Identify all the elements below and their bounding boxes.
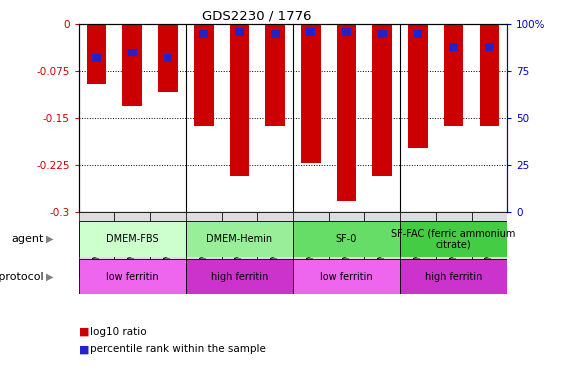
FancyBboxPatch shape xyxy=(293,221,400,257)
Bar xyxy=(378,30,387,38)
Text: GSM81966: GSM81966 xyxy=(271,222,280,271)
Bar xyxy=(92,54,101,62)
FancyBboxPatch shape xyxy=(364,212,400,278)
FancyBboxPatch shape xyxy=(472,212,507,278)
FancyBboxPatch shape xyxy=(79,221,186,257)
Bar xyxy=(230,24,249,176)
Text: ■: ■ xyxy=(79,345,89,354)
FancyBboxPatch shape xyxy=(186,221,293,257)
FancyBboxPatch shape xyxy=(400,212,436,278)
Bar xyxy=(87,24,106,84)
Bar xyxy=(128,49,136,56)
Text: high ferritin: high ferritin xyxy=(210,272,268,282)
Bar xyxy=(408,24,428,147)
Text: GSM81967: GSM81967 xyxy=(306,222,315,271)
Bar xyxy=(158,24,178,92)
Text: GSM81963: GSM81963 xyxy=(163,222,173,271)
Bar xyxy=(164,54,173,62)
Text: SF-FAC (ferric ammonium
citrate): SF-FAC (ferric ammonium citrate) xyxy=(391,228,516,250)
FancyBboxPatch shape xyxy=(186,212,222,278)
FancyBboxPatch shape xyxy=(257,212,293,278)
Bar xyxy=(301,24,321,163)
FancyBboxPatch shape xyxy=(329,212,364,278)
Text: high ferritin: high ferritin xyxy=(425,272,482,282)
Text: GSM81964: GSM81964 xyxy=(199,222,208,271)
Text: ▶: ▶ xyxy=(46,234,54,244)
Text: growth protocol: growth protocol xyxy=(0,272,44,282)
Bar xyxy=(485,43,494,51)
FancyBboxPatch shape xyxy=(400,259,507,294)
Text: ■: ■ xyxy=(79,327,89,337)
Text: GSM81972: GSM81972 xyxy=(485,222,494,271)
FancyBboxPatch shape xyxy=(293,259,400,294)
Bar xyxy=(265,24,285,126)
Bar xyxy=(337,24,356,201)
FancyBboxPatch shape xyxy=(400,221,507,257)
FancyBboxPatch shape xyxy=(79,212,114,278)
Text: GSM81965: GSM81965 xyxy=(235,222,244,271)
Bar xyxy=(122,24,142,106)
FancyBboxPatch shape xyxy=(114,212,150,278)
Bar xyxy=(194,24,213,126)
Text: GSM81968: GSM81968 xyxy=(342,222,351,271)
FancyBboxPatch shape xyxy=(293,212,329,278)
Text: GSM81969: GSM81969 xyxy=(378,222,387,271)
Bar xyxy=(444,24,463,126)
Bar xyxy=(449,43,458,51)
Bar xyxy=(413,30,422,38)
Bar xyxy=(307,28,315,36)
Text: percentile rank within the sample: percentile rank within the sample xyxy=(90,345,266,354)
Text: low ferritin: low ferritin xyxy=(106,272,159,282)
Text: ▶: ▶ xyxy=(46,272,54,282)
Bar xyxy=(480,24,499,126)
Text: DMEM-FBS: DMEM-FBS xyxy=(106,234,159,244)
Bar xyxy=(235,28,244,36)
Text: GSM81961: GSM81961 xyxy=(92,222,101,271)
Text: log10 ratio: log10 ratio xyxy=(90,327,147,337)
Text: agent: agent xyxy=(11,234,44,244)
Bar xyxy=(342,28,351,36)
Bar xyxy=(199,30,208,38)
Text: low ferritin: low ferritin xyxy=(320,272,373,282)
Text: DMEM-Hemin: DMEM-Hemin xyxy=(206,234,272,244)
Bar xyxy=(271,30,279,38)
Text: SF-0: SF-0 xyxy=(336,234,357,244)
FancyBboxPatch shape xyxy=(150,212,186,278)
FancyBboxPatch shape xyxy=(436,212,472,278)
Text: GDS2230 / 1776: GDS2230 / 1776 xyxy=(202,9,311,22)
Text: GSM81962: GSM81962 xyxy=(128,222,137,271)
FancyBboxPatch shape xyxy=(79,259,186,294)
FancyBboxPatch shape xyxy=(186,259,293,294)
Text: GSM81971: GSM81971 xyxy=(449,222,458,271)
Bar xyxy=(373,24,392,176)
Text: GSM81970: GSM81970 xyxy=(413,222,423,271)
FancyBboxPatch shape xyxy=(222,212,257,278)
